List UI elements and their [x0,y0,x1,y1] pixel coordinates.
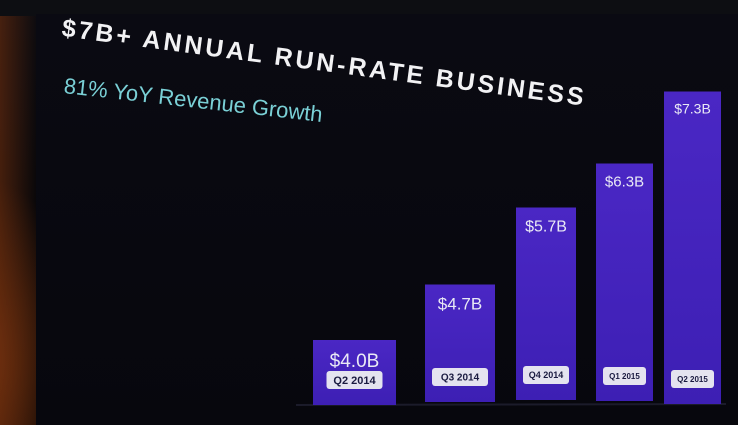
category-label: Q3 2014 [441,373,480,384]
bar-group: $4.0B Q2 2014 [313,340,396,405]
bar-group: $6.3B Q1 2015 [596,163,653,401]
category-label: Q2 2014 [333,375,376,387]
category-label: Q4 2014 [529,370,564,380]
bar-value-label: $5.7B [525,219,567,236]
bar-value-label: $4.0B [330,351,380,372]
category-chip [671,370,714,388]
bar [596,163,653,401]
category-chip [603,367,646,385]
bar-group: $4.7B Q3 2014 [425,284,495,402]
top-bar [0,0,738,16]
category-label: Q1 2015 [609,372,640,381]
stage-glow [0,16,38,425]
category-label: Q2 2015 [677,375,708,384]
bar-group: $7.3B Q2 2015 [664,91,721,404]
bar-value-label: $7.3B [674,101,711,117]
bar [664,91,721,404]
bar-group: $5.7B Q4 2014 [516,207,576,400]
category-chip [523,366,569,384]
category-chip [326,371,383,389]
bar-value-label: $4.7B [438,295,482,314]
bar-value-label: $6.3B [605,174,644,191]
category-chip [432,368,488,386]
